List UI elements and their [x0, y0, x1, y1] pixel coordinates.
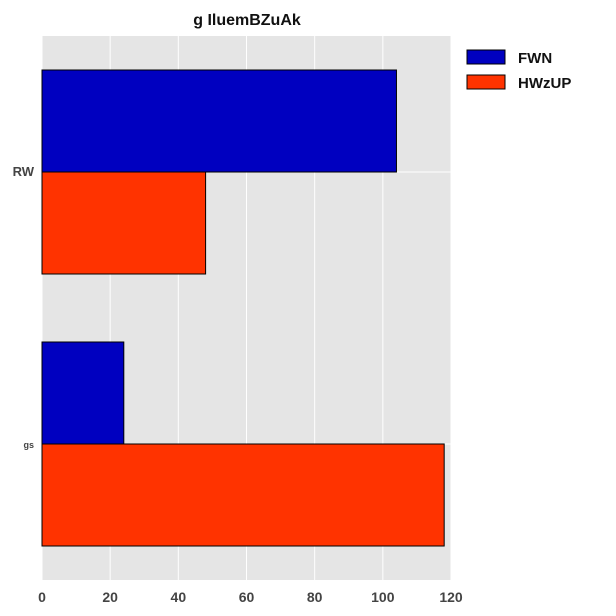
legend-label: FWN: [518, 50, 552, 67]
x-tick-label: 100: [371, 589, 395, 605]
y-category-label: RW: [13, 164, 35, 179]
bar-FWN-gs: [41, 341, 125, 445]
y-category-labels: RW gs: [13, 164, 35, 450]
x-tick-label: 0: [38, 589, 46, 605]
legend-label: HWzUP: [518, 75, 571, 92]
x-tick-label: 40: [171, 589, 187, 605]
legend: FWN HWzUP: [466, 49, 571, 92]
x-tick-label: 80: [307, 589, 323, 605]
chart-title: g IluemBZuAk: [193, 12, 301, 29]
x-tick-labels: 0 20 40 60 80 100 120: [38, 589, 463, 605]
y-category-label: gs: [23, 440, 34, 450]
x-tick-label: 60: [239, 589, 255, 605]
x-tick-label: 120: [439, 589, 463, 605]
legend-swatch: [466, 74, 506, 90]
legend-swatch: [466, 49, 506, 65]
bars: [41, 69, 445, 547]
x-tick-label: 20: [102, 589, 118, 605]
bar-FWN-RW: [41, 69, 397, 173]
bar-HWzUP-RW: [41, 171, 207, 275]
bar-HWzUP-gs: [41, 443, 445, 547]
